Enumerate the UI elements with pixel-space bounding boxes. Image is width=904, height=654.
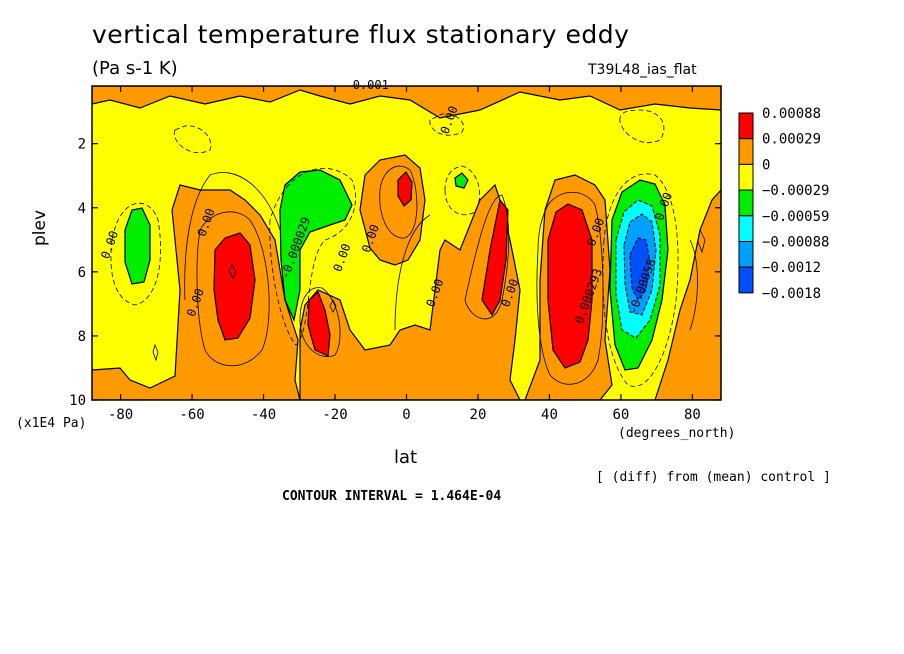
legend-swatch <box>738 138 754 165</box>
legend-label: 0.00088 <box>762 106 821 122</box>
y-axis-units: (x1E4 Pa) <box>16 416 87 431</box>
legend-label: −0.00088 <box>762 235 829 251</box>
region-positive <box>299 183 521 400</box>
y-ticks: 2 4 6 8 10 <box>69 137 721 409</box>
legend-label: −0.0018 <box>762 286 821 302</box>
x-tick-label: 40 <box>541 407 558 423</box>
legend-swatch <box>738 215 754 243</box>
region-positive <box>92 184 301 400</box>
x-tick-label: -20 <box>322 407 347 423</box>
color-legend: 0.00088 0.00029 0 −0.00029 −0.00059 −0.00088 −… <box>738 106 829 302</box>
x-tick-label: -80 <box>108 407 133 423</box>
units-label: (Pa s-1 K) <box>92 58 178 79</box>
y-tick-label: 10 <box>69 393 86 409</box>
contour-lines <box>110 109 706 387</box>
x-axis-units: (degrees_north) <box>618 426 736 441</box>
x-tick-label: 20 <box>470 407 487 423</box>
legend-swatch <box>738 241 754 268</box>
legend-label: 0 <box>762 157 770 173</box>
legend-swatch <box>738 163 754 191</box>
legend-swatch <box>738 112 754 140</box>
x-axis-label: lat <box>394 447 418 468</box>
y-tick-label: 2 <box>78 137 86 153</box>
diff-label: [ (diff) from (mean) control ] <box>596 470 831 485</box>
legend-label: −0.0012 <box>762 260 821 276</box>
legend-label: −0.00029 <box>762 183 829 199</box>
region-strong-positive <box>547 203 593 369</box>
region-strong-positive <box>307 290 331 357</box>
run-label: T39L48_ias_flat <box>588 62 697 78</box>
x-tick-label: -60 <box>179 407 204 423</box>
contour-label: 0.001 <box>353 78 389 92</box>
x-tick-label: 0 <box>402 407 410 423</box>
region-positive <box>92 86 721 119</box>
x-tick-label: -40 <box>251 407 276 423</box>
x-ticks: -80 -60 -40 -20 0 20 40 60 80 <box>108 86 701 423</box>
x-tick-label: 60 <box>613 407 630 423</box>
region-strong-positive <box>481 198 509 317</box>
legend-label: −0.00059 <box>762 209 829 225</box>
region-negative <box>454 172 469 189</box>
region-blue <box>629 237 651 301</box>
chart-title: vertical temperature flux stationary edd… <box>92 20 630 49</box>
y-tick-label: 4 <box>78 201 86 217</box>
y-tick-label: 8 <box>78 329 86 345</box>
region-negative <box>279 169 353 322</box>
region-strong-positive <box>397 171 413 207</box>
legend-label: 0.00029 <box>762 132 821 148</box>
contour-interval-label: CONTOUR INTERVAL = 1.464E-04 <box>282 489 502 504</box>
x-tick-label: 80 <box>684 407 701 423</box>
y-tick-label: 6 <box>78 265 86 281</box>
region-negative <box>124 207 151 285</box>
legend-swatch <box>738 266 754 294</box>
region-strong-positive <box>213 232 256 341</box>
legend-swatch <box>738 189 754 217</box>
plot-area <box>92 86 721 400</box>
